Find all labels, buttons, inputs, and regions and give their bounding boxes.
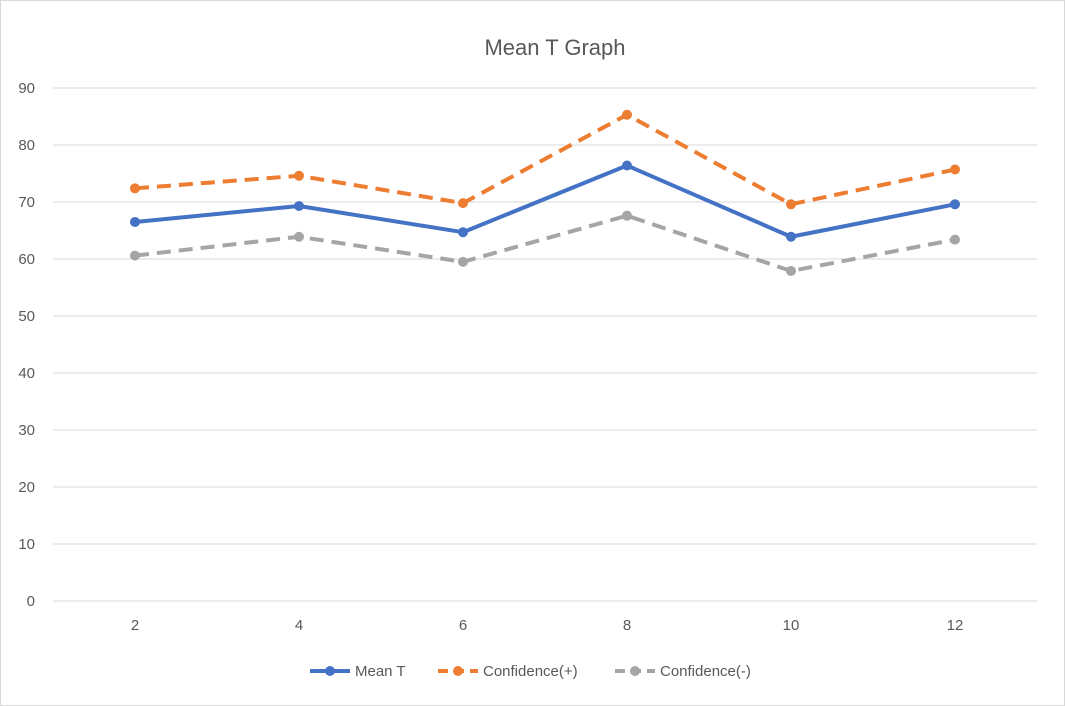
x-tick-label: 12 bbox=[947, 617, 964, 634]
legend-item: Confidence(-) bbox=[615, 663, 751, 680]
data-point[interactable] bbox=[786, 199, 796, 210]
series-line bbox=[134, 112, 956, 207]
series-confidence- bbox=[130, 109, 960, 210]
data-point[interactable] bbox=[786, 231, 796, 242]
data-point[interactable] bbox=[458, 198, 468, 209]
y-axis-ticks: 0 10 20 30 40 50 60 70 80 90 bbox=[18, 80, 35, 610]
legend-item: Confidence(+) bbox=[438, 663, 578, 680]
data-point[interactable] bbox=[294, 170, 304, 181]
series-lines bbox=[130, 109, 960, 276]
x-tick-label: 10 bbox=[783, 617, 800, 634]
x-tick-label: 8 bbox=[623, 617, 631, 634]
data-point[interactable] bbox=[622, 109, 632, 120]
y-tick-label: 30 bbox=[18, 422, 35, 439]
data-point[interactable] bbox=[622, 210, 632, 221]
data-point[interactable] bbox=[294, 200, 304, 211]
data-point[interactable] bbox=[130, 250, 140, 261]
data-point[interactable] bbox=[130, 183, 140, 194]
series-mean-t bbox=[130, 160, 960, 242]
y-tick-label: 60 bbox=[18, 251, 35, 268]
x-tick-label: 2 bbox=[131, 617, 139, 634]
y-tick-label: 80 bbox=[18, 137, 35, 154]
series-line bbox=[134, 163, 956, 239]
gridlines bbox=[53, 87, 1037, 602]
y-tick-label: 20 bbox=[18, 479, 35, 496]
x-tick-label: 6 bbox=[459, 617, 467, 634]
legend-item: Mean T bbox=[310, 663, 406, 680]
y-tick-label: 70 bbox=[18, 194, 35, 211]
series-confidence- bbox=[130, 210, 960, 276]
y-tick-label: 10 bbox=[18, 536, 35, 553]
legend-label: Confidence(-) bbox=[660, 663, 751, 680]
x-tick-label: 4 bbox=[295, 617, 303, 634]
data-point[interactable] bbox=[622, 160, 632, 171]
data-point[interactable] bbox=[458, 256, 468, 267]
x-axis-ticks: 2 4 6 8 10 12 bbox=[131, 617, 964, 634]
legend-marker bbox=[630, 666, 640, 676]
legend-marker bbox=[325, 666, 335, 676]
data-point[interactable] bbox=[294, 231, 304, 242]
legend: Mean T Confidence(+) Confidence(-) bbox=[310, 663, 751, 680]
data-point[interactable] bbox=[130, 216, 140, 227]
y-tick-label: 0 bbox=[27, 593, 35, 610]
data-point[interactable] bbox=[950, 164, 960, 175]
data-point[interactable] bbox=[950, 234, 960, 245]
chart-title: Mean T Graph bbox=[484, 35, 625, 60]
legend-label: Confidence(+) bbox=[483, 663, 578, 680]
data-point[interactable] bbox=[458, 227, 468, 238]
y-tick-label: 90 bbox=[18, 80, 35, 97]
y-tick-label: 50 bbox=[18, 308, 35, 325]
data-point[interactable] bbox=[950, 199, 960, 210]
y-tick-label: 40 bbox=[18, 365, 35, 382]
legend-marker bbox=[453, 666, 463, 676]
series-line bbox=[134, 213, 956, 273]
legend-label: Mean T bbox=[355, 663, 406, 680]
data-point[interactable] bbox=[786, 265, 796, 276]
